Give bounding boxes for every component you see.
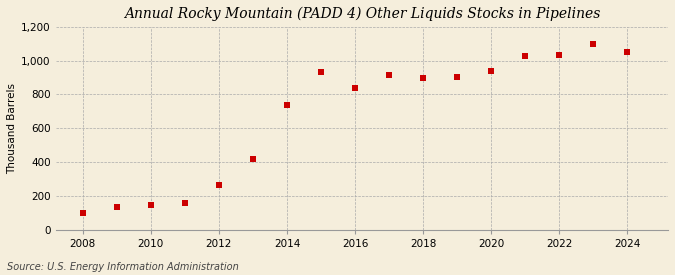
Y-axis label: Thousand Barrels: Thousand Barrels bbox=[7, 83, 17, 174]
Point bbox=[111, 205, 122, 209]
Point bbox=[146, 203, 157, 207]
Text: Source: U.S. Energy Information Administration: Source: U.S. Energy Information Administ… bbox=[7, 262, 238, 272]
Point bbox=[281, 103, 292, 108]
Point bbox=[418, 76, 429, 81]
Title: Annual Rocky Mountain (PADD 4) Other Liquids Stocks in Pipelines: Annual Rocky Mountain (PADD 4) Other Liq… bbox=[124, 7, 600, 21]
Point bbox=[180, 200, 190, 205]
Point bbox=[486, 68, 497, 73]
Point bbox=[588, 42, 599, 47]
Point bbox=[383, 73, 394, 77]
Point bbox=[78, 211, 88, 215]
Point bbox=[520, 54, 531, 59]
Point bbox=[452, 75, 462, 79]
Point bbox=[554, 53, 564, 58]
Point bbox=[316, 69, 327, 74]
Point bbox=[622, 50, 632, 55]
Point bbox=[213, 183, 224, 187]
Point bbox=[248, 156, 259, 161]
Point bbox=[350, 86, 360, 91]
